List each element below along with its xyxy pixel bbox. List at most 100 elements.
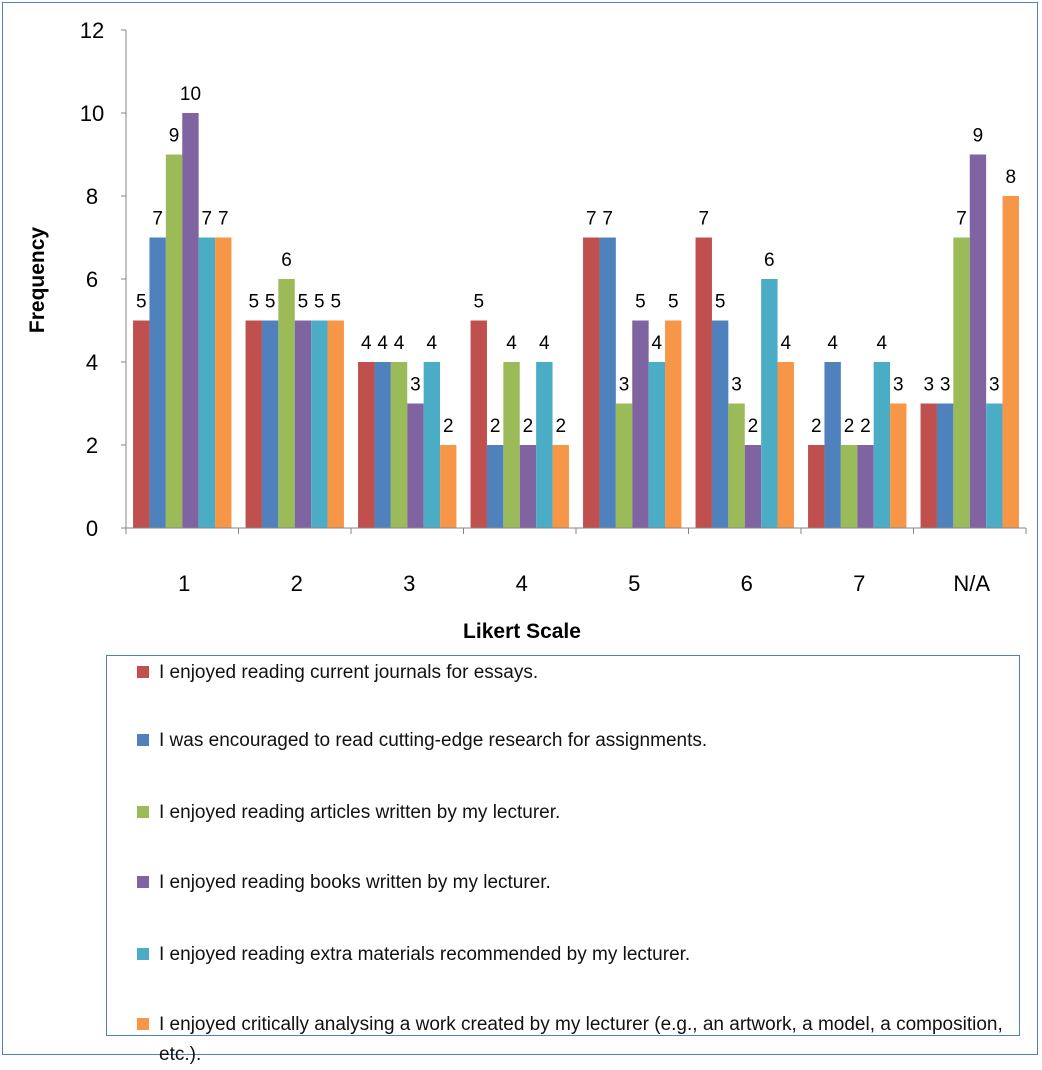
data-label: 4 [780,333,791,354]
x-tick-label: 4 [516,571,528,596]
y-axis-title: Frequency [26,227,49,334]
x-tick-label: 5 [628,571,640,596]
data-label: 7 [152,209,163,230]
data-label: 4 [539,333,550,354]
data-label: 5 [635,292,646,313]
bar [198,237,216,528]
data-label: 5 [715,292,726,313]
bar [824,362,841,528]
data-label: 5 [136,292,147,313]
bar [390,362,408,528]
x-tick-label: 1 [178,571,190,596]
data-label: 3 [923,375,934,396]
bar [311,320,328,528]
data-label: 5 [298,292,309,313]
bar [615,403,633,528]
legend-item: I enjoyed reading articles written by my… [137,798,1007,828]
bar [407,403,424,528]
bar [936,403,954,528]
bar [470,320,487,528]
y-tick-label: 6 [86,267,98,292]
legend-item: I enjoyed critically analysing a work cr… [137,1010,1007,1070]
bar [149,237,166,528]
data-label: 4 [827,333,838,354]
bar [777,362,794,528]
y-tick-label: 0 [86,516,98,541]
bar [327,320,344,528]
data-label: 5 [330,292,341,313]
bar [808,445,825,528]
bar [423,362,441,528]
data-label: 3 [940,375,951,396]
legend-item: I enjoyed reading current journals for e… [137,658,1007,688]
data-label: 2 [811,416,822,437]
bar [165,154,183,528]
y-tick-label: 4 [86,350,98,375]
data-label: 3 [893,375,904,396]
x-tick-label: 6 [741,571,753,596]
data-label: 7 [586,209,597,230]
data-label: 5 [265,292,276,313]
data-label: 2 [844,416,855,437]
bar [986,403,1003,528]
bar [503,362,520,528]
data-label: 2 [443,416,454,437]
data-label: 5 [473,292,484,313]
y-tick-label: 2 [86,433,98,458]
legend-swatch [137,948,149,960]
data-label: 6 [764,250,775,271]
data-label: 4 [394,333,405,354]
bar [519,445,537,528]
bar [182,113,199,528]
data-label: 2 [748,416,759,437]
bar [440,445,457,528]
data-label: 5 [314,292,325,313]
bar [245,320,262,528]
x-tick-label: 7 [853,571,865,596]
legend-label: I enjoyed reading books written by my le… [159,872,551,893]
bar [215,237,232,528]
data-label: 8 [1005,167,1016,188]
chart-frame [2,2,1038,1055]
bar [133,320,150,528]
legend-swatch [137,734,149,746]
bar [552,445,569,528]
x-axis-title: Likert Scale [463,620,581,643]
data-label: 7 [218,209,229,230]
legend-swatch [137,876,149,888]
bar [969,154,987,528]
bar [840,445,858,528]
bar [632,320,649,528]
data-label: 2 [555,416,566,437]
data-label: 5 [248,292,259,313]
bar [761,279,778,528]
bar [278,279,295,528]
y-tick-label: 10 [80,101,104,126]
legend-label: I enjoyed reading current journals for e… [159,662,539,683]
data-label: 10 [180,84,201,105]
bar [711,320,729,528]
data-label: 3 [989,375,1000,396]
bar [744,445,762,528]
legend: I enjoyed reading current journals for e… [106,655,1020,1065]
bar [358,362,375,528]
data-label: 2 [860,416,871,437]
legend-label: I enjoyed reading extra materials recomm… [159,944,691,965]
data-label: 3 [731,375,742,396]
data-label: 4 [377,333,388,354]
bar [536,362,553,528]
bar [920,403,937,528]
data-label: 9 [169,126,180,147]
bar [486,445,504,528]
bar [374,362,391,528]
bar [599,237,616,528]
data-label: 7 [956,209,967,230]
legend-swatch [137,666,149,678]
bar [583,237,600,528]
legend-swatch [137,806,149,818]
legend-item: I enjoyed reading books written by my le… [137,868,1007,898]
data-label: 4 [506,333,517,354]
bar [648,362,666,528]
data-label: 4 [877,333,888,354]
